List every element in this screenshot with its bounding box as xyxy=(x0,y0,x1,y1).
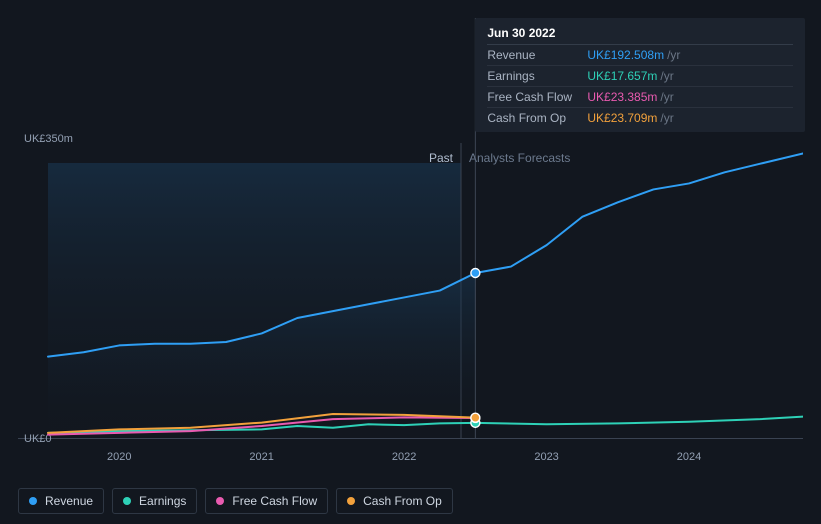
x-axis-label: 2024 xyxy=(677,451,701,463)
tooltip-unit: /yr xyxy=(660,69,673,83)
x-axis-label: 2021 xyxy=(249,451,273,463)
tooltip-metric-label: Cash From Op xyxy=(487,111,587,125)
legend-label: Free Cash Flow xyxy=(232,494,317,508)
legend-item-cfo[interactable]: Cash From Op xyxy=(336,488,453,514)
tooltip-row: Cash From OpUK£23.709m/yr xyxy=(487,108,793,128)
legend-item-revenue[interactable]: Revenue xyxy=(18,488,104,514)
marker-cfo xyxy=(471,413,480,422)
legend-label: Earnings xyxy=(139,494,186,508)
tooltip-metric-value: UK£23.385m xyxy=(587,90,657,104)
tooltip-row: Free Cash FlowUK£23.385m/yr xyxy=(487,87,793,108)
legend-label: Revenue xyxy=(45,494,93,508)
tooltip-row: EarningsUK£17.657m/yr xyxy=(487,66,793,87)
tooltip-metric-label: Revenue xyxy=(487,48,587,62)
tooltip-metric-label: Earnings xyxy=(487,69,587,83)
forecast-label: Analysts Forecasts xyxy=(469,151,570,165)
x-axis-label: 2023 xyxy=(534,451,558,463)
legend-label: Cash From Op xyxy=(363,494,442,508)
y-axis-label: UK£350m xyxy=(24,133,73,145)
marker-revenue xyxy=(471,268,480,277)
tooltip-unit: /yr xyxy=(667,48,680,62)
tooltip-metric-value: UK£192.508m xyxy=(587,48,664,62)
tooltip-metric-label: Free Cash Flow xyxy=(487,90,587,104)
legend-dot-icon xyxy=(29,497,37,505)
legend-dot-icon xyxy=(123,497,131,505)
past-label: Past xyxy=(429,151,454,165)
tooltip-unit: /yr xyxy=(660,111,673,125)
chart-tooltip: Jun 30 2022 RevenueUK£192.508m/yrEarning… xyxy=(475,18,805,132)
x-axis-label: 2022 xyxy=(392,451,416,463)
tooltip-row: RevenueUK£192.508m/yr xyxy=(487,45,793,66)
x-axis-label: 2020 xyxy=(107,451,131,463)
tooltip-metric-value: UK£23.709m xyxy=(587,111,657,125)
chart-legend: Revenue Earnings Free Cash Flow Cash From O… xyxy=(18,488,453,514)
legend-dot-icon xyxy=(347,497,355,505)
tooltip-date: Jun 30 2022 xyxy=(487,26,793,45)
tooltip-metric-value: UK£17.657m xyxy=(587,69,657,83)
legend-item-fcf[interactable]: Free Cash Flow xyxy=(205,488,328,514)
legend-item-earnings[interactable]: Earnings xyxy=(112,488,197,514)
legend-dot-icon xyxy=(216,497,224,505)
tooltip-unit: /yr xyxy=(660,90,673,104)
